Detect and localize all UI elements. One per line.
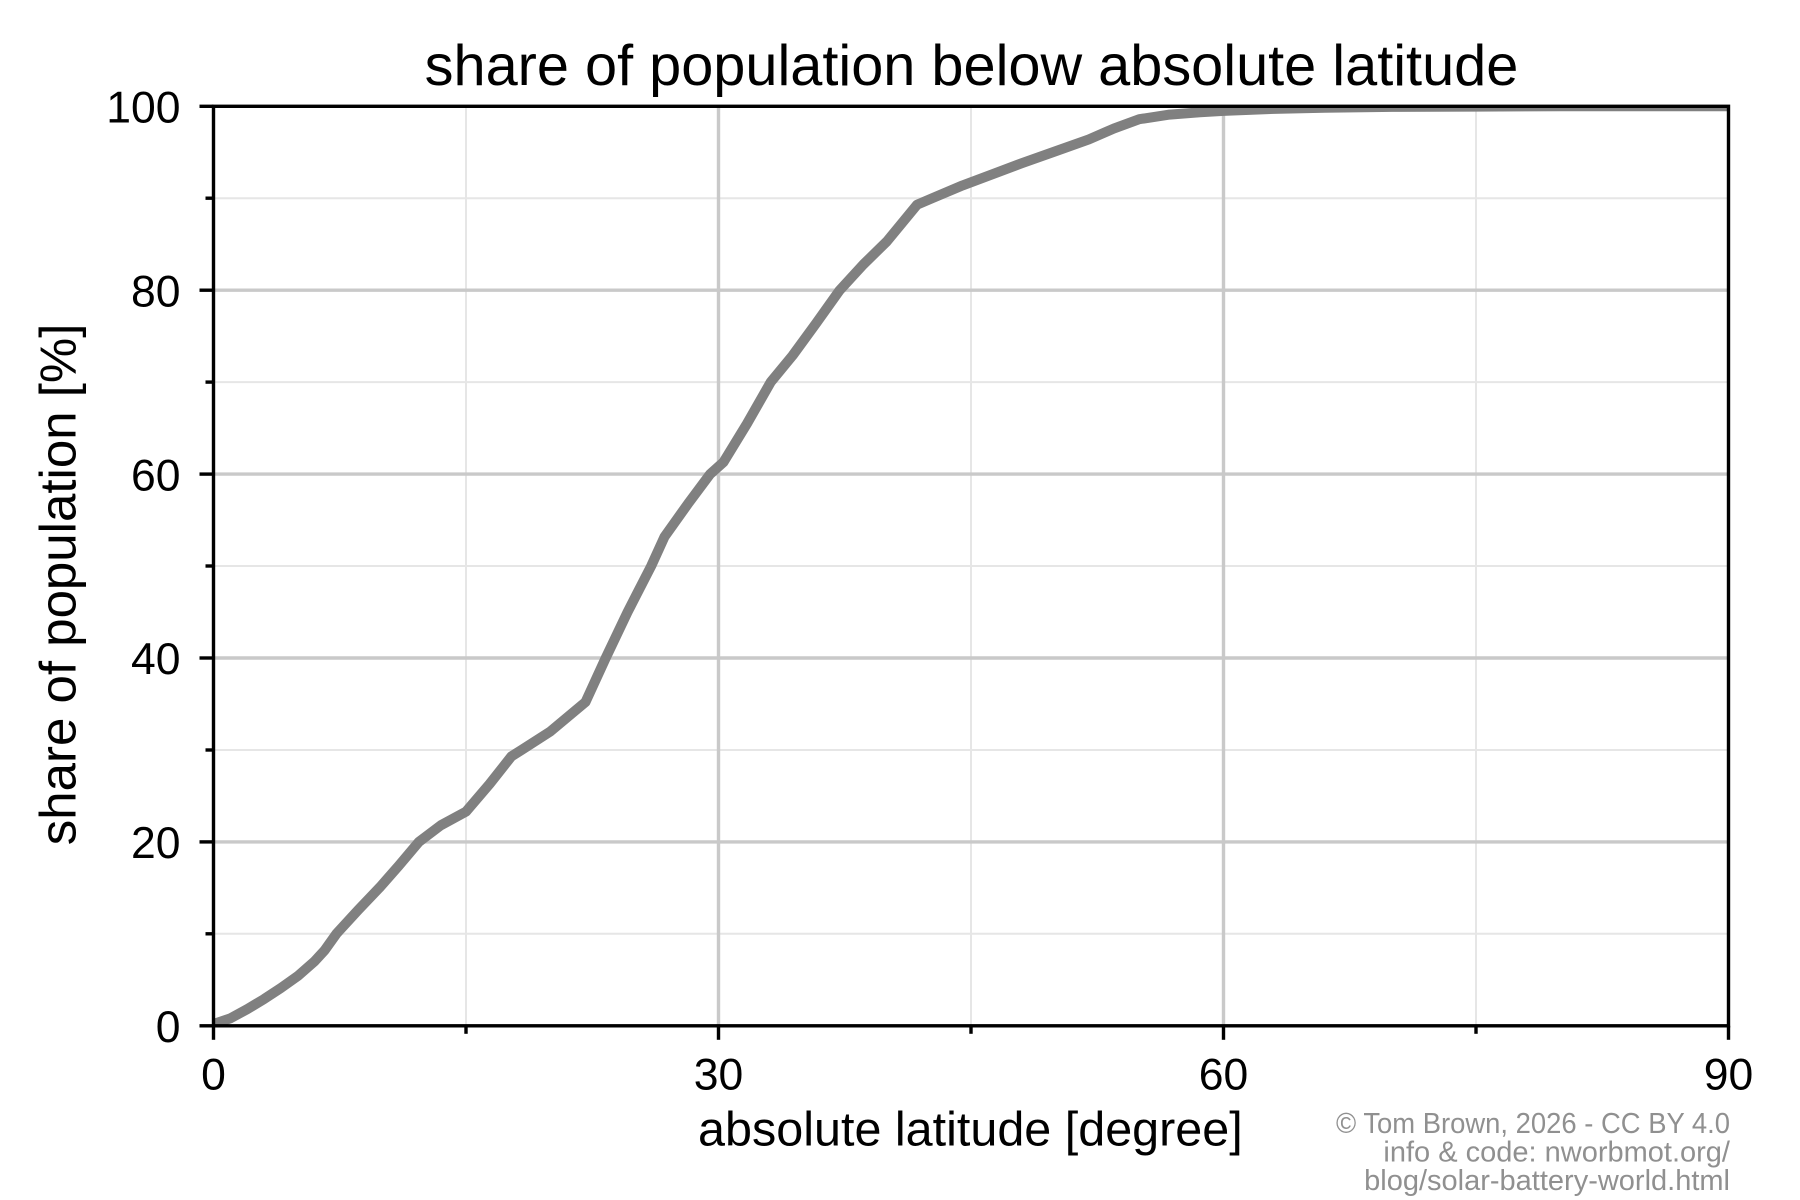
svg-text:info & code: nworbmot.org/: info & code: nworbmot.org/: [1383, 1137, 1731, 1169]
svg-text:90: 90: [1704, 1051, 1754, 1100]
svg-text:60: 60: [131, 451, 181, 500]
svg-text:share of population below abso: share of population below absolute latit…: [425, 34, 1519, 98]
svg-text:60: 60: [1199, 1051, 1249, 1100]
svg-text:© Tom Brown, 2026 - CC BY 4.0: © Tom Brown, 2026 - CC BY 4.0: [1336, 1108, 1730, 1140]
svg-text:blog/solar-battery-world.html: blog/solar-battery-world.html: [1364, 1165, 1730, 1197]
svg-text:0: 0: [156, 1003, 181, 1052]
svg-text:40: 40: [131, 635, 181, 684]
svg-text:share of population [%]: share of population [%]: [30, 324, 87, 846]
svg-text:80: 80: [131, 267, 181, 316]
svg-text:30: 30: [694, 1051, 744, 1100]
svg-text:20: 20: [131, 819, 181, 868]
svg-text:0: 0: [201, 1051, 226, 1100]
svg-text:100: 100: [106, 84, 180, 133]
svg-text:absolute latitude [degree]: absolute latitude [degree]: [698, 1102, 1243, 1156]
